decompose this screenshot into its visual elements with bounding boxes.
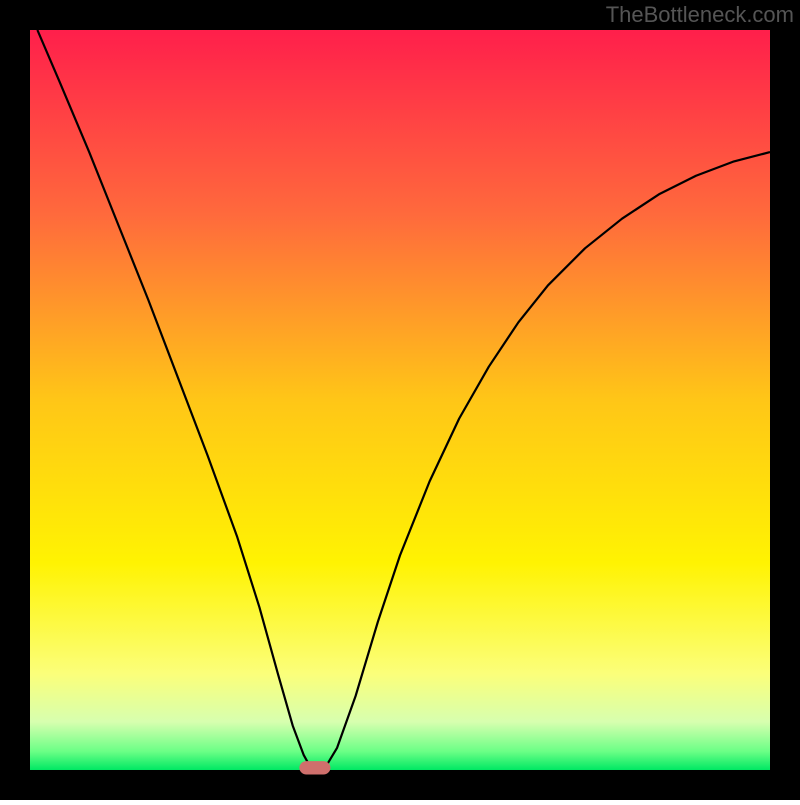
- optimal-point-marker: [299, 761, 330, 774]
- bottleneck-chart: TheBottleneck.com: [0, 0, 800, 800]
- watermark-text: TheBottleneck.com: [606, 2, 794, 28]
- plot-background: [30, 30, 770, 770]
- chart-svg: [0, 0, 800, 800]
